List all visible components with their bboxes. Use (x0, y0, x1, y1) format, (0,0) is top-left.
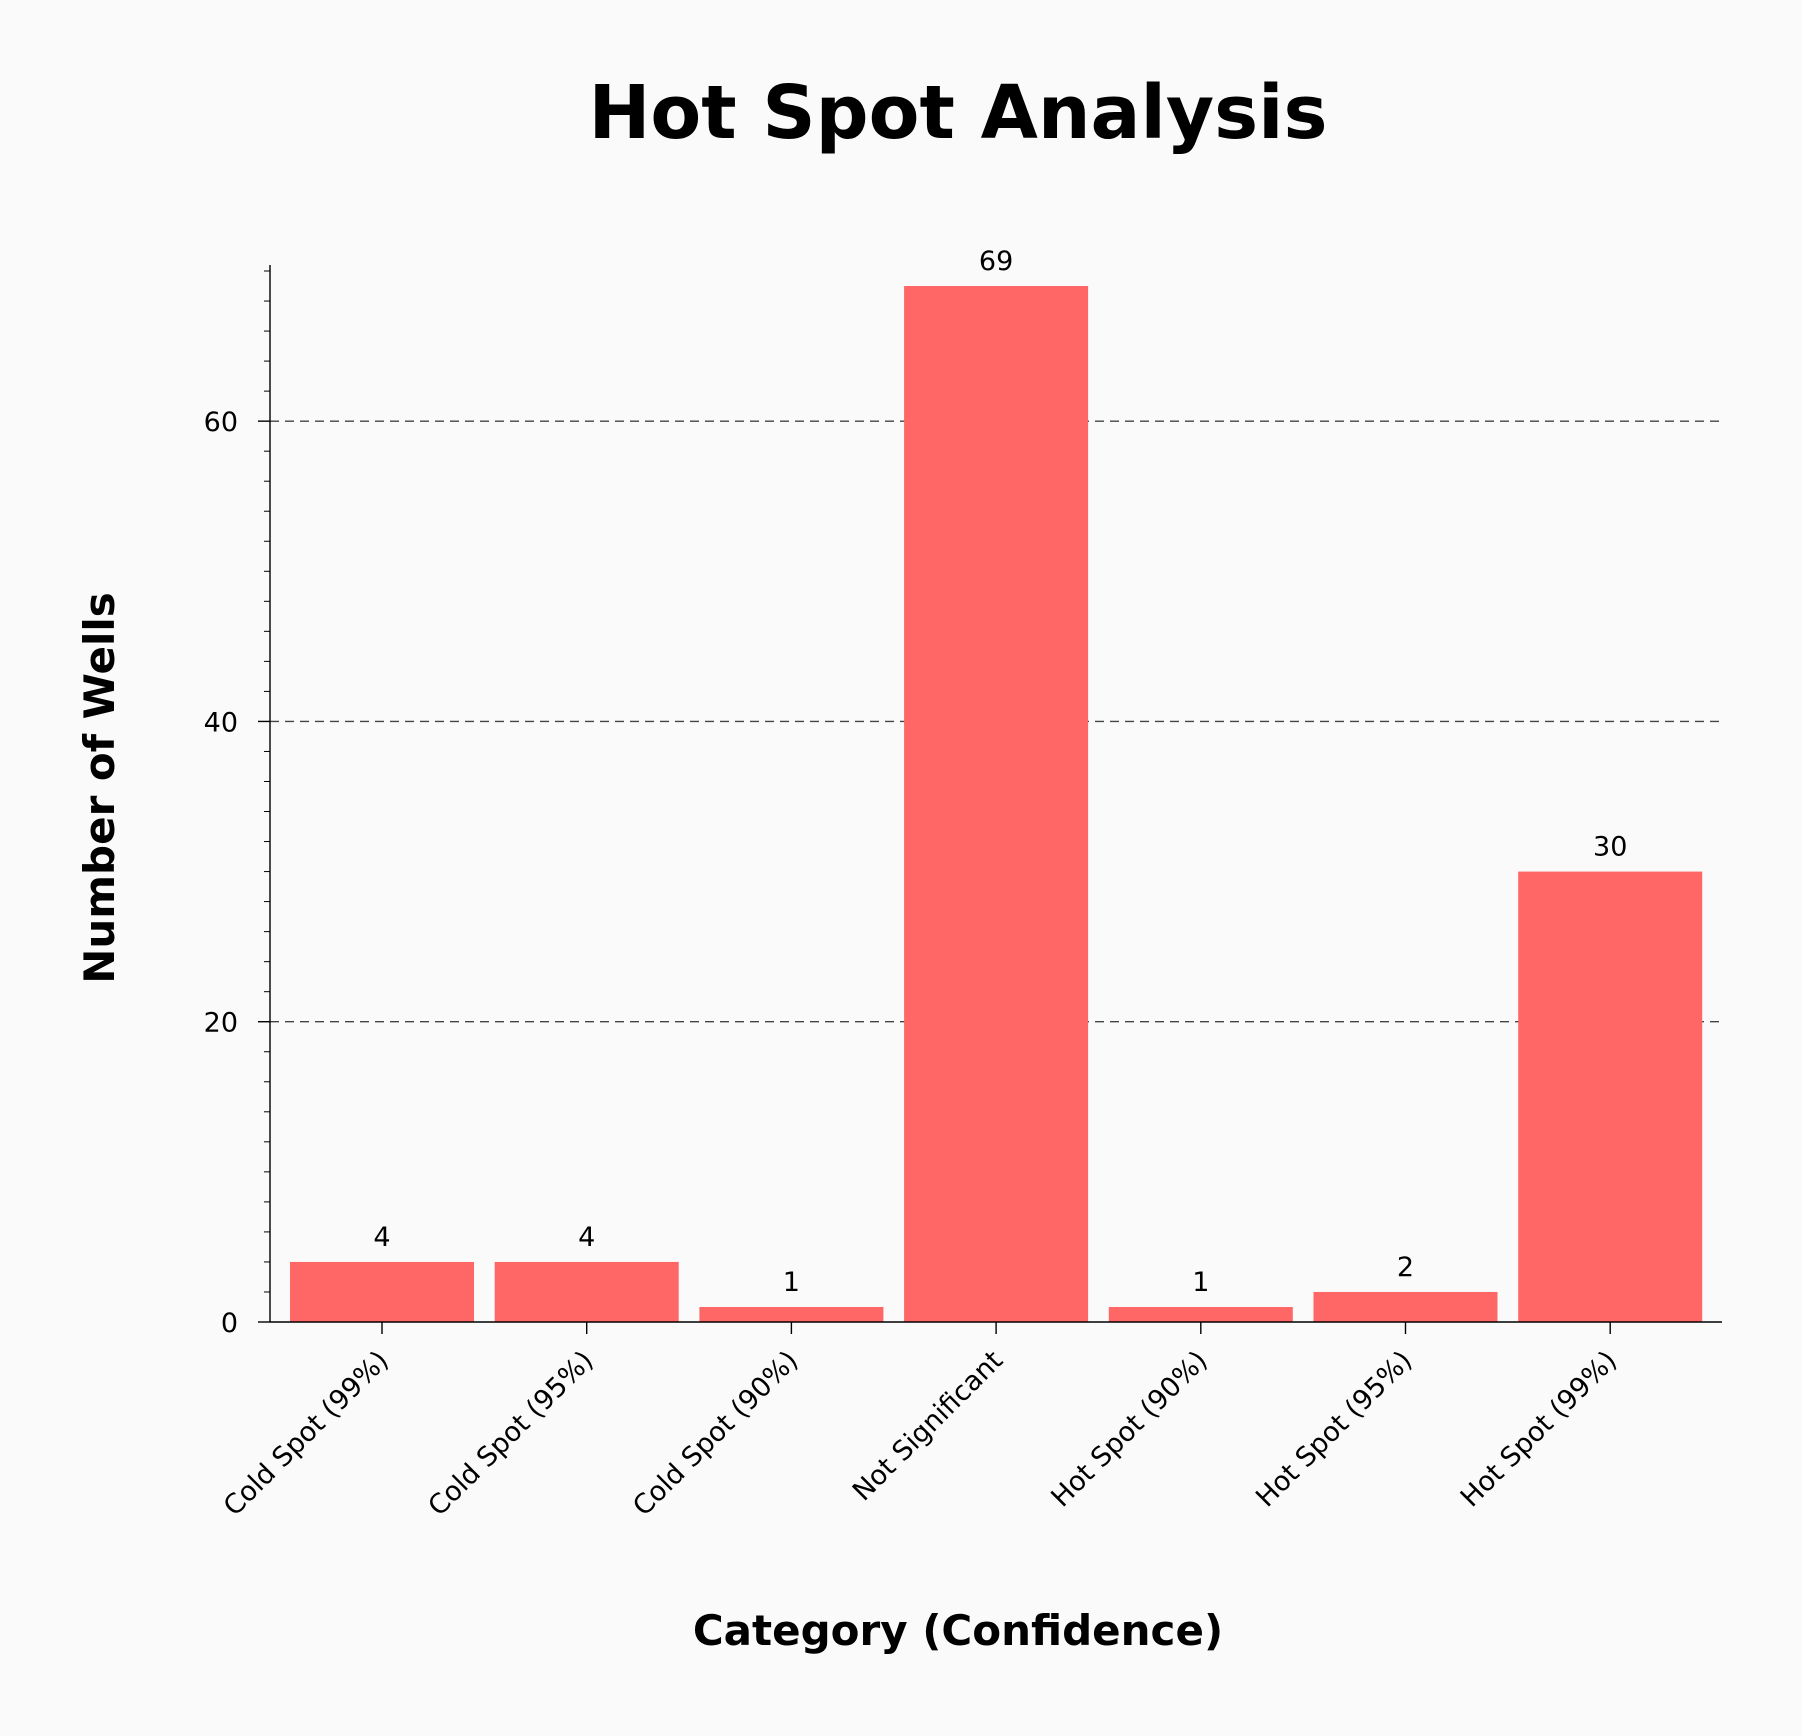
bar (1518, 871, 1703, 1322)
data-label: 4 (578, 1222, 595, 1253)
data-label: 4 (373, 1222, 390, 1253)
bar (494, 1261, 679, 1322)
bar (290, 1261, 474, 1322)
x-axis-title: Category (Confidence) (693, 1606, 1223, 1655)
chart-title: Hot Spot Analysis (588, 70, 1327, 156)
data-labels: 4 4 1 69 1 2 30 (373, 246, 1627, 1298)
data-label: 69 (979, 246, 1013, 277)
bar (1108, 1306, 1293, 1322)
y-tick-label: 0 (221, 1308, 238, 1339)
y-ticks: 0 20 40 60 (204, 270, 270, 1339)
bar (904, 286, 1089, 1322)
data-label: 30 (1593, 832, 1627, 863)
y-tick-label: 40 (204, 707, 238, 738)
bars (290, 286, 1703, 1322)
bar (1313, 1291, 1498, 1322)
bar (699, 1306, 884, 1322)
y-tick-label: 20 (204, 1008, 238, 1039)
data-label: 1 (1192, 1267, 1209, 1298)
data-label: 2 (1397, 1252, 1414, 1283)
y-tick-label: 60 (204, 407, 238, 438)
y-axis-title: Number of Wells (75, 592, 124, 984)
data-label: 1 (783, 1267, 800, 1298)
